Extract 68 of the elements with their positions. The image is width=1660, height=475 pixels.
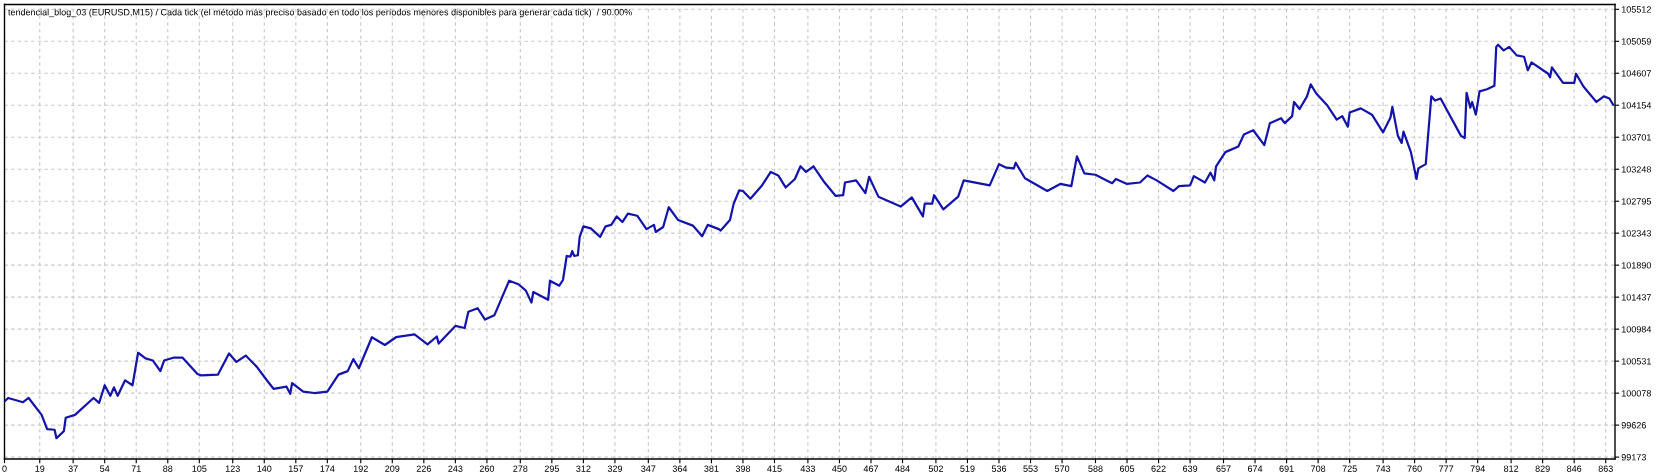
y-tick-label: 99173 [1621,454,1646,461]
x-tick-label: 312 [576,465,591,472]
x-tick-label: 519 [960,465,975,472]
x-tick-label: 123 [225,465,240,472]
x-tick-label: 260 [479,465,495,472]
x-tick-label: 364 [672,465,688,472]
x-tick-label: 639 [1183,465,1198,472]
x-tick-label: 502 [928,465,943,472]
x-tick-label: 398 [735,465,751,472]
x-tick-label: 708 [1311,465,1326,472]
x-tick-label: 415 [767,465,782,472]
x-tick-label: 157 [288,465,303,472]
x-tick-label: 0 [2,465,7,472]
x-tick-label: 19 [35,465,45,472]
x-tick-label: 484 [895,465,910,472]
x-tick-label: 37 [68,465,78,472]
x-tick-label: 467 [863,465,879,472]
x-tick-label: 88 [163,465,173,472]
line-series [4,43,1615,440]
y-tick-label: 101890 [1621,262,1652,269]
x-tick-label: 295 [544,465,559,472]
x-tick-label: 192 [353,465,368,472]
x-tick-label: 553 [1023,465,1038,472]
x-tick-label: 657 [1216,465,1231,472]
x-tick-label: 605 [1119,465,1135,472]
y-tick-label: 103248 [1621,166,1651,173]
x-tick-label: 71 [131,465,141,472]
x-tick-label: 329 [607,465,623,472]
chart-title: tendencial_blog_03 (EURUSD,M15) / Cada tick (el método más preciso basado en todo los períodos menores disponibles para generar cada tick) / 90.00% [8,8,632,18]
y-tick-label: 105059 [1621,38,1651,45]
y-tick-label: 100984 [1621,326,1652,333]
x-tick-label: 588 [1088,465,1103,472]
x-tick-label: 812 [1503,465,1519,472]
x-tick-label: 691 [1279,465,1294,472]
x-tick-label: 760 [1407,465,1422,472]
x-tick-label: 674 [1247,465,1263,472]
x-tick-label: 278 [513,465,528,472]
x-tick-label: 743 [1376,465,1391,472]
x-tick-label: 794 [1470,465,1485,472]
y-tick-label: 101437 [1621,294,1651,301]
x-tick-label: 829 [1535,465,1550,472]
x-tick-label: 54 [100,465,110,472]
y-tick-label: 103701 [1621,134,1651,141]
x-tick-label: 105 [192,465,207,472]
x-tick-label: 536 [991,465,1007,472]
x-tick-label: 846 [1567,465,1582,472]
x-tick-label: 174 [320,465,335,472]
y-tick-label: 102343 [1621,230,1651,237]
x-tick-label: 381 [704,465,719,472]
x-tick-label: 725 [1342,465,1357,472]
x-tick-label: 243 [448,465,463,472]
x-tick-label: 450 [832,465,847,472]
y-tick-label: 100078 [1621,390,1651,397]
x-tick-label: 622 [1151,465,1166,472]
x-tick-label: 433 [800,465,816,472]
y-tick-label: 99626 [1621,422,1646,429]
x-tick-label: 863 [1598,465,1613,472]
y-tick-label: 102795 [1621,198,1651,205]
y-tick-label: 104154 [1621,102,1652,109]
x-tick-label: 777 [1439,465,1454,472]
x-tick-label: 226 [416,465,431,472]
x-tick-label: 209 [385,465,400,472]
x-tick-label: 570 [1054,465,1070,472]
y-tick-label: 100531 [1621,358,1651,365]
y-tick-label: 104607 [1621,70,1651,77]
x-tick-label: 140 [257,465,272,472]
x-tick-label: 347 [641,465,656,472]
y-tick-label: 105512 [1621,6,1651,13]
